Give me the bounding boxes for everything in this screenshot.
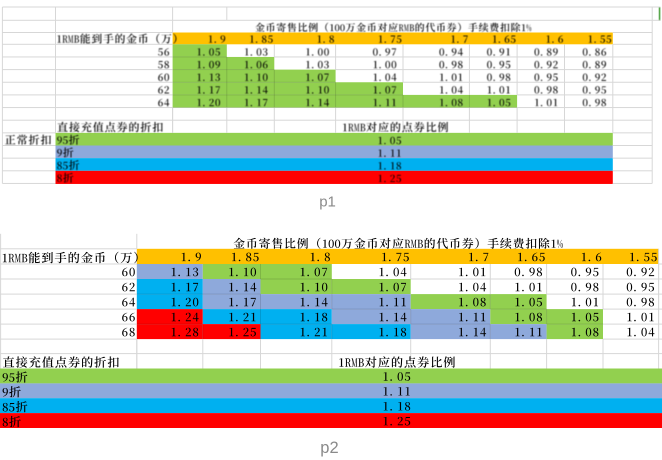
svg-text:p1: p1 <box>319 193 336 210</box>
svg-text:p2: p2 <box>320 439 338 457</box>
